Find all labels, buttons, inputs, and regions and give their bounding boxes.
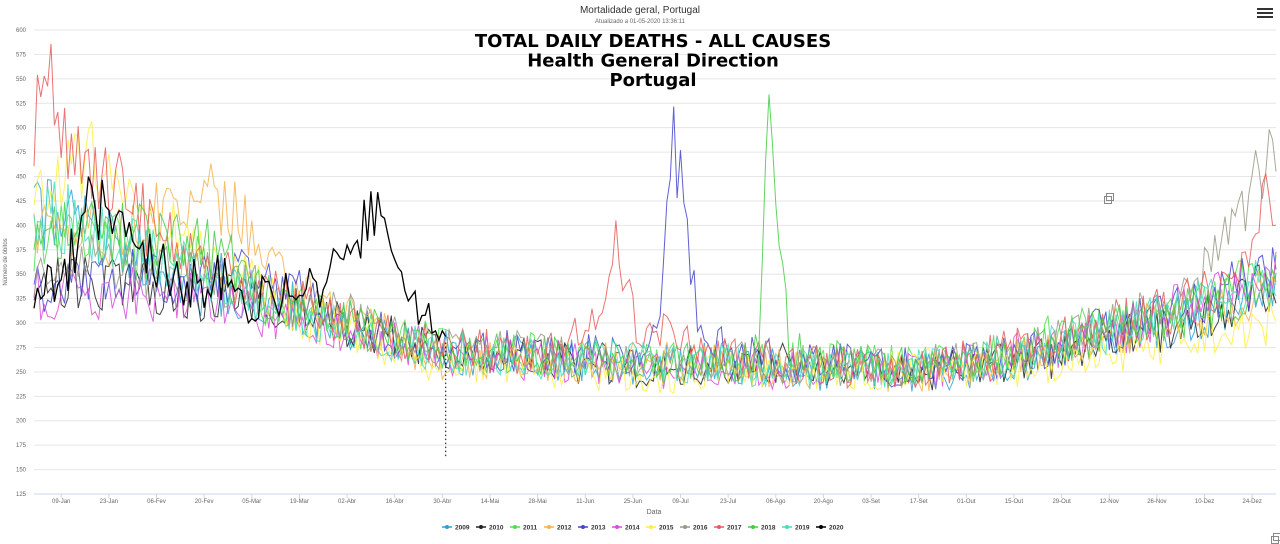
x-tick-label: 28-Mai xyxy=(528,499,546,505)
legend-item-2010[interactable]: 2010 xyxy=(489,525,504,532)
series-line-2019[interactable] xyxy=(33,181,1277,390)
y-axis-ticks: 125 150 175 200 225 250 275 300 325 350 375 400 425 4… xyxy=(16,28,27,498)
x-tick-label: 29-Out xyxy=(1052,499,1071,505)
legend-item-2017[interactable]: 2017 xyxy=(727,525,742,532)
y-tick-label: 450 xyxy=(16,175,27,181)
overlay-title-line: Portugal xyxy=(609,70,696,91)
chart-subtitle: Atualizado a 01-05-2020 13:36:11 xyxy=(595,19,686,25)
y-tick-label: 550 xyxy=(16,77,27,83)
x-axis-label: Data xyxy=(647,509,662,516)
legend-marker xyxy=(649,525,653,529)
x-tick-label: 10-Dez xyxy=(1195,499,1214,505)
x-tick-label: 05-Mar xyxy=(242,499,261,505)
y-tick-label: 375 xyxy=(16,248,27,254)
y-tick-label: 200 xyxy=(16,419,27,425)
x-tick-label: 14-Mai xyxy=(481,499,499,505)
legend-item-2016[interactable]: 2016 xyxy=(693,525,708,532)
y-tick-label: 475 xyxy=(16,150,27,156)
y-tick-label: 400 xyxy=(16,223,27,229)
y-tick-label: 600 xyxy=(16,28,27,34)
legend-marker xyxy=(513,525,517,529)
x-tick-label: 03-Set xyxy=(862,499,880,505)
legend-item-2020[interactable]: 2020 xyxy=(829,525,844,532)
x-tick-label: 06-Ago xyxy=(766,499,786,505)
y-tick-label: 175 xyxy=(16,443,27,449)
legend-marker xyxy=(445,525,449,529)
x-axis-ticks: 09-Jan 23-Jan 06-Fev 20-Fev 05-Mar 19-Mar 02-A… xyxy=(52,494,1262,505)
x-tick-label: 25-Jun xyxy=(624,499,642,505)
x-tick-label: 01-Out xyxy=(957,499,976,505)
chart-title: Mortalidade geral, Portugal xyxy=(580,5,700,16)
copy-icon[interactable] xyxy=(1104,193,1114,204)
y-tick-label: 425 xyxy=(16,199,27,205)
overlay-title-line: TOTAL DAILY DEATHS - ALL CAUSES xyxy=(475,31,831,52)
legend-marker xyxy=(819,525,823,529)
x-tick-label: 23-Jul xyxy=(720,499,736,505)
legend-marker xyxy=(581,525,585,529)
legend-marker xyxy=(683,525,687,529)
series-line-2014[interactable] xyxy=(33,251,1277,392)
x-tick-label: 15-Out xyxy=(1005,499,1024,505)
y-tick-label: 300 xyxy=(16,321,27,327)
legend-item-2013[interactable]: 2013 xyxy=(591,525,606,532)
x-tick-label: 30-Abr xyxy=(433,499,451,505)
legend-item-2015[interactable]: 2015 xyxy=(659,525,674,532)
x-tick-label: 20-Ago xyxy=(814,499,834,505)
y-tick-label: 250 xyxy=(16,370,27,376)
legend-item-2012[interactable]: 2012 xyxy=(557,525,572,532)
x-tick-label: 26-Nov xyxy=(1147,499,1166,505)
chart-legend: 2009 2010 2011 2012 2013 2014 2015 2016 2017 2018… xyxy=(442,525,844,532)
legend-marker xyxy=(717,525,721,529)
y-tick-label: 500 xyxy=(16,126,27,132)
legend-marker xyxy=(751,525,755,529)
x-tick-label: 09-Jan xyxy=(52,499,70,505)
chart-grid xyxy=(34,29,1276,495)
x-tick-label: 12-Nov xyxy=(1100,499,1119,505)
legend-item-2019[interactable]: 2019 xyxy=(795,525,810,532)
chart-series xyxy=(33,43,1277,394)
x-tick-label: 02-Abr xyxy=(338,499,356,505)
y-tick-label: 325 xyxy=(16,297,27,303)
x-tick-label: 24-Dez xyxy=(1243,499,1262,505)
legend-item-2018[interactable]: 2018 xyxy=(761,525,776,532)
x-tick-label: 09-Jul xyxy=(672,499,688,505)
legend-item-2009[interactable]: 2009 xyxy=(455,525,470,532)
legend-marker xyxy=(785,525,789,529)
x-tick-label: 23-Jan xyxy=(100,499,118,505)
legend-marker xyxy=(479,525,483,529)
x-tick-label: 11-Jun xyxy=(576,499,594,505)
x-tick-label: 06-Fev xyxy=(147,499,166,505)
y-tick-label: 275 xyxy=(16,345,27,351)
x-tick-label: 19-Mar xyxy=(290,499,309,505)
legend-item-2014[interactable]: 2014 xyxy=(625,525,640,532)
hamburger-menu-icon[interactable] xyxy=(1256,6,1274,22)
x-tick-label: 17-Set xyxy=(910,499,928,505)
y-tick-label: 225 xyxy=(16,394,27,400)
legend-item-2011[interactable]: 2011 xyxy=(523,525,537,532)
y-tick-label: 125 xyxy=(16,492,27,498)
y-tick-label: 150 xyxy=(16,468,27,474)
series-line-2015[interactable] xyxy=(33,121,1277,394)
x-tick-label: 20-Fev xyxy=(195,499,214,505)
y-tick-label: 525 xyxy=(16,101,27,107)
x-tick-label: 16-Abr xyxy=(386,499,404,505)
legend-marker xyxy=(547,525,551,529)
overlay-title-line: Health General Direction xyxy=(527,51,779,72)
y-tick-label: 350 xyxy=(16,272,27,278)
series-line-2020[interactable] xyxy=(33,176,447,342)
y-axis-label: Número de óbitos xyxy=(3,238,9,285)
series-line-2018[interactable] xyxy=(33,94,1277,389)
legend-marker xyxy=(615,525,619,529)
y-tick-label: 575 xyxy=(16,52,27,58)
series-line-2017[interactable] xyxy=(33,43,1277,390)
